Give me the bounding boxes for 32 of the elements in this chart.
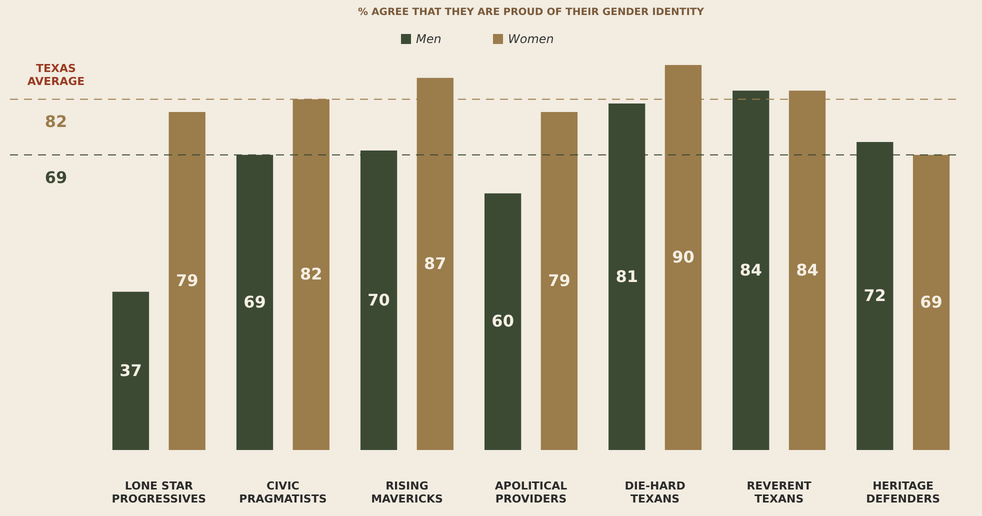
x-tick-label: CIVIC PRAGMATISTS: [239, 480, 327, 506]
annotation: TEXAS AVERAGE: [27, 62, 85, 88]
data-label: 90: [672, 248, 694, 266]
x-tick-label: LONE STAR PROGRESSIVES: [112, 480, 206, 506]
data-label: 69: [920, 292, 942, 312]
data-label: 79: [176, 271, 198, 290]
x-tick-label: RISING MAVERICKS: [371, 480, 443, 506]
data-label: 72: [864, 286, 886, 305]
ref-line-label: 69: [44, 168, 68, 187]
data-label: 84: [740, 260, 762, 280]
x-tick-label: REVERENT TEXANS: [746, 480, 812, 506]
data-label: 37: [120, 360, 142, 380]
bar: [484, 193, 522, 450]
data-label: 60: [492, 312, 514, 331]
data-label: 81: [616, 266, 638, 286]
data-label: 79: [548, 271, 570, 290]
x-tick-label: APOLITICAL PROVIDERS: [494, 480, 568, 506]
bar: [912, 154, 950, 450]
data-label: 70: [368, 290, 390, 310]
bar: [540, 112, 578, 450]
data-label: 82: [300, 264, 322, 284]
chart-title: % AGREE THAT THEY ARE PROUD OF THEIR GENDER IDENTITY: [358, 7, 705, 18]
data-label: 69: [244, 292, 266, 312]
bar: [168, 112, 206, 450]
x-tick-label: HERITAGE DEFENDERS: [866, 480, 940, 506]
data-label: 84: [796, 260, 818, 280]
legend-label: Men: [416, 32, 442, 46]
data-label: 87: [424, 254, 446, 273]
legend-label: Women: [508, 32, 554, 46]
bar: [112, 292, 150, 450]
x-tick-label: DIE-HARD TEXANS: [624, 480, 686, 506]
ref-line-label: 82: [44, 112, 68, 132]
